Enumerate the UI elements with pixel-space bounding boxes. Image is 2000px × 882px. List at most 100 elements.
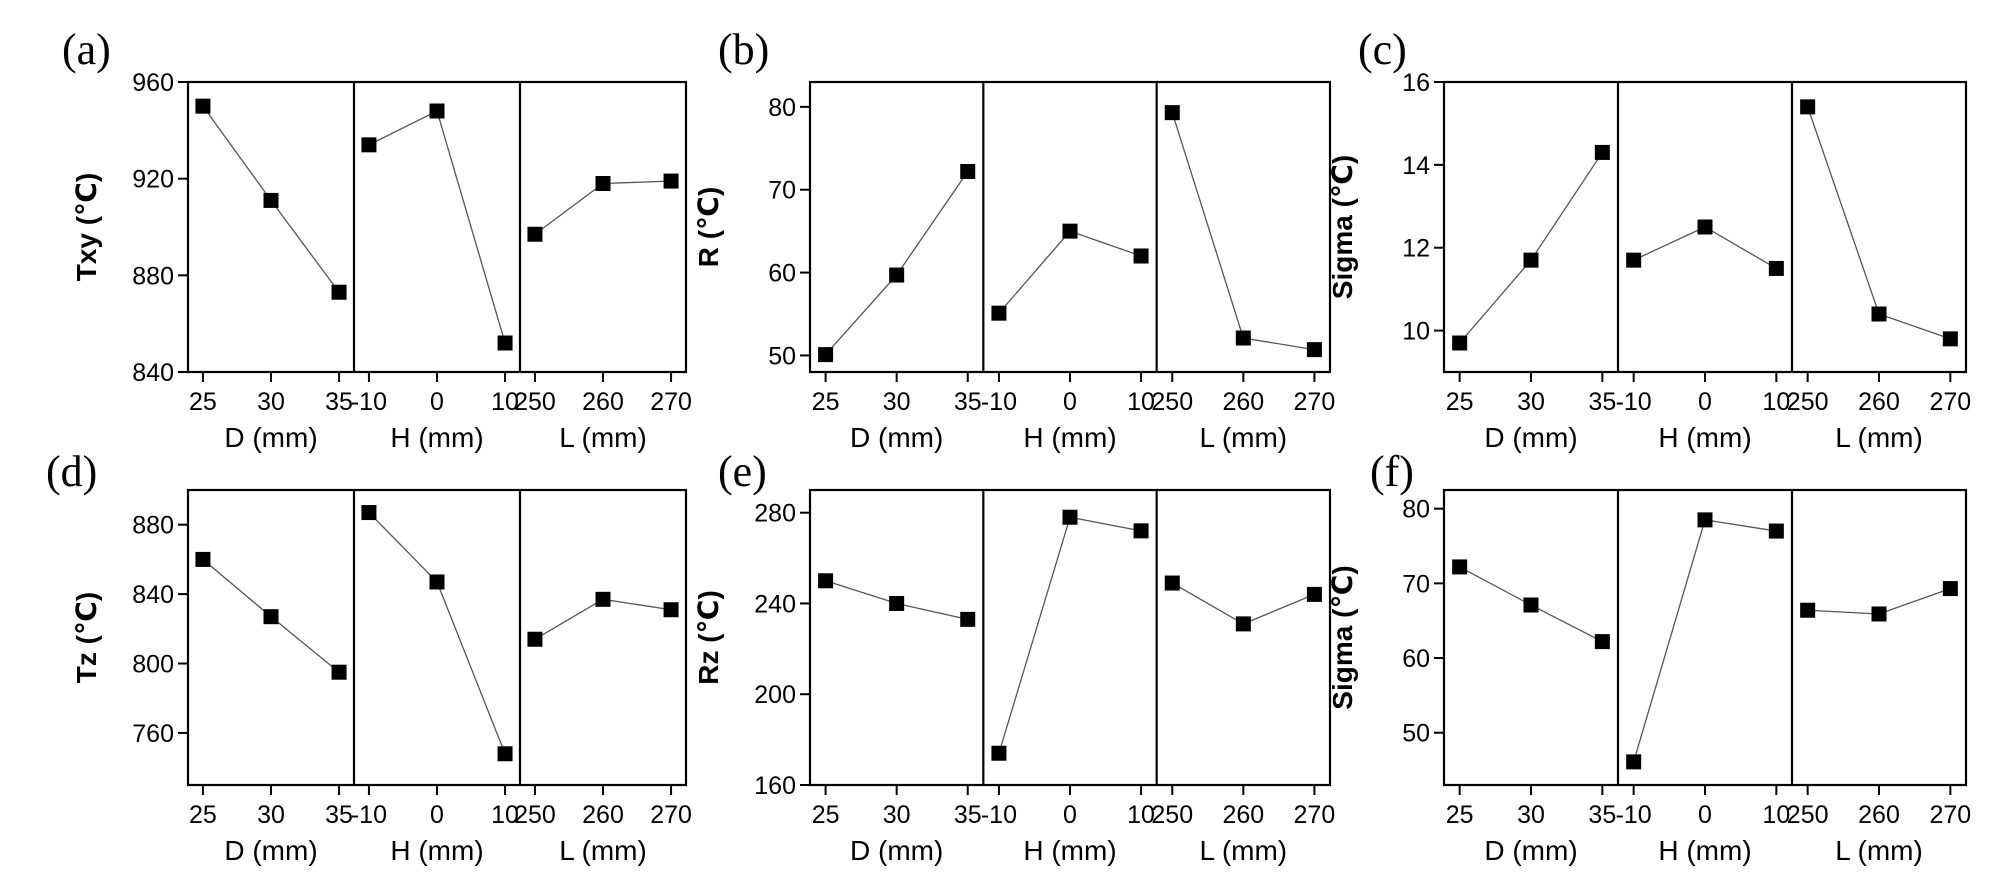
data-point: [1697, 219, 1713, 235]
chart-panel-6: (f) 50 60 70 80 Sigma (℃) 25 30 35 D (mm) -10 0 10 H …: [1327, 447, 1971, 866]
series-line: [368, 512, 506, 755]
panel-label: (f): [1370, 447, 1414, 496]
x-tick-label: 25: [1446, 388, 1474, 416]
x-tick-label: -10: [351, 801, 387, 829]
x-tick-label: 10: [491, 801, 519, 829]
data-point: [960, 163, 976, 179]
x-tick-label: 10: [1762, 801, 1790, 829]
series-line: [1633, 519, 1777, 763]
x-tick-label: 270: [1929, 388, 1971, 416]
x-axis-label: D (mm): [224, 422, 317, 453]
y-tick-label: 10: [1402, 318, 1430, 346]
data-point: [1594, 144, 1610, 160]
y-tick-label: 16: [1402, 69, 1430, 97]
chart-panel-5: (e) 160 200 240 280 Rz (℃) 25 30 35 D (mm) -10 0 10 H…: [693, 447, 1335, 866]
x-tick-label: 30: [883, 388, 911, 416]
y-tick-label: 160: [754, 772, 796, 800]
x-tick-label: 250: [1151, 388, 1193, 416]
panel-label: (d): [46, 447, 97, 496]
y-tick-label: 200: [754, 681, 796, 709]
x-axis-label: H (mm): [1658, 422, 1751, 453]
y-tick-label: 60: [768, 260, 796, 288]
data-point: [263, 192, 279, 208]
series-line: [825, 171, 969, 356]
x-tick-label: 0: [1698, 388, 1712, 416]
x-tick-label: 250: [1151, 801, 1193, 829]
x-tick-label: -10: [351, 388, 387, 416]
x-tick-label: 270: [1929, 801, 1971, 829]
y-tick-label: 920: [132, 166, 174, 194]
x-tick-label: 270: [1294, 388, 1336, 416]
x-tick-label: 0: [1698, 801, 1712, 829]
data-point: [1871, 306, 1887, 322]
x-tick-label: 0: [1063, 801, 1077, 829]
data-point: [361, 137, 377, 153]
data-point: [595, 591, 611, 607]
data-point: [1594, 634, 1610, 650]
x-axis-label: D (mm): [850, 422, 943, 453]
x-axis-label: H (mm): [1023, 835, 1116, 866]
y-tick-label: 880: [132, 262, 174, 290]
x-tick-label: 30: [257, 801, 285, 829]
panel-label: (b): [718, 25, 769, 74]
plot-frame: [808, 488, 1332, 787]
data-point: [960, 611, 976, 627]
data-point: [195, 98, 211, 114]
plot-frame: [1442, 488, 1968, 787]
x-tick-label: -10: [1616, 388, 1652, 416]
x-axis-label: L (mm): [559, 422, 647, 453]
series-line: [998, 230, 1142, 314]
series-line: [1171, 112, 1315, 351]
y-tick-label: 80: [768, 94, 796, 122]
chart-panel-3: (c) 10 12 14 16 Sigma (℃) 25 30 35 D (mm) -10 0 10 H …: [1327, 25, 1971, 453]
data-point: [1768, 260, 1784, 276]
x-tick-label: 10: [1127, 801, 1155, 829]
data-point: [331, 664, 347, 680]
series-line: [1807, 106, 1951, 340]
x-tick-label: 250: [1787, 801, 1829, 829]
x-axis-label: L (mm): [559, 835, 647, 866]
x-axis-label: L (mm): [1200, 835, 1288, 866]
data-point: [1164, 575, 1180, 591]
y-tick-label: 50: [1402, 720, 1430, 748]
plot-frame: [186, 488, 688, 787]
x-tick-label: 35: [1588, 801, 1616, 829]
x-axis-label: L (mm): [1200, 422, 1288, 453]
x-tick-label: 270: [1294, 801, 1336, 829]
y-tick-label: 12: [1402, 235, 1430, 263]
data-point: [1800, 99, 1816, 115]
data-point: [1523, 252, 1539, 268]
y-tick-label: 840: [132, 359, 174, 387]
y-tick-label: 240: [754, 590, 796, 618]
data-point: [595, 176, 611, 191]
x-axis-label: H (mm): [1658, 835, 1751, 866]
chart-panel-4: (d) 760 800 840 880 Tz (℃) 25 30 35 D (mm) -10 0 10 H…: [46, 447, 692, 866]
y-tick-label: 70: [768, 177, 796, 205]
x-tick-label: 250: [514, 388, 556, 416]
x-tick-label: 30: [257, 388, 285, 416]
data-point: [1452, 559, 1468, 575]
x-axis-label: H (mm): [390, 835, 483, 866]
x-axis-label: H (mm): [390, 422, 483, 453]
x-axis-label: L (mm): [1835, 835, 1923, 866]
data-point: [1235, 330, 1251, 346]
data-point: [1768, 523, 1784, 539]
panel-label: (a): [62, 25, 111, 74]
x-tick-label: -10: [981, 801, 1017, 829]
x-tick-label: 25: [812, 801, 840, 829]
y-axis-label: Tz (℃): [71, 592, 102, 683]
series-line: [998, 516, 1142, 754]
x-tick-label: 25: [189, 801, 217, 829]
x-tick-label: 35: [325, 388, 353, 416]
x-axis-label: D (mm): [850, 835, 943, 866]
x-tick-label: 0: [1063, 388, 1077, 416]
y-tick-label: 50: [768, 342, 796, 370]
data-point: [1626, 252, 1642, 268]
data-point: [1871, 606, 1887, 622]
data-point: [195, 551, 211, 567]
x-tick-label: 35: [1588, 388, 1616, 416]
data-point: [527, 226, 543, 242]
data-point: [1062, 223, 1078, 239]
x-tick-label: 250: [514, 801, 556, 829]
